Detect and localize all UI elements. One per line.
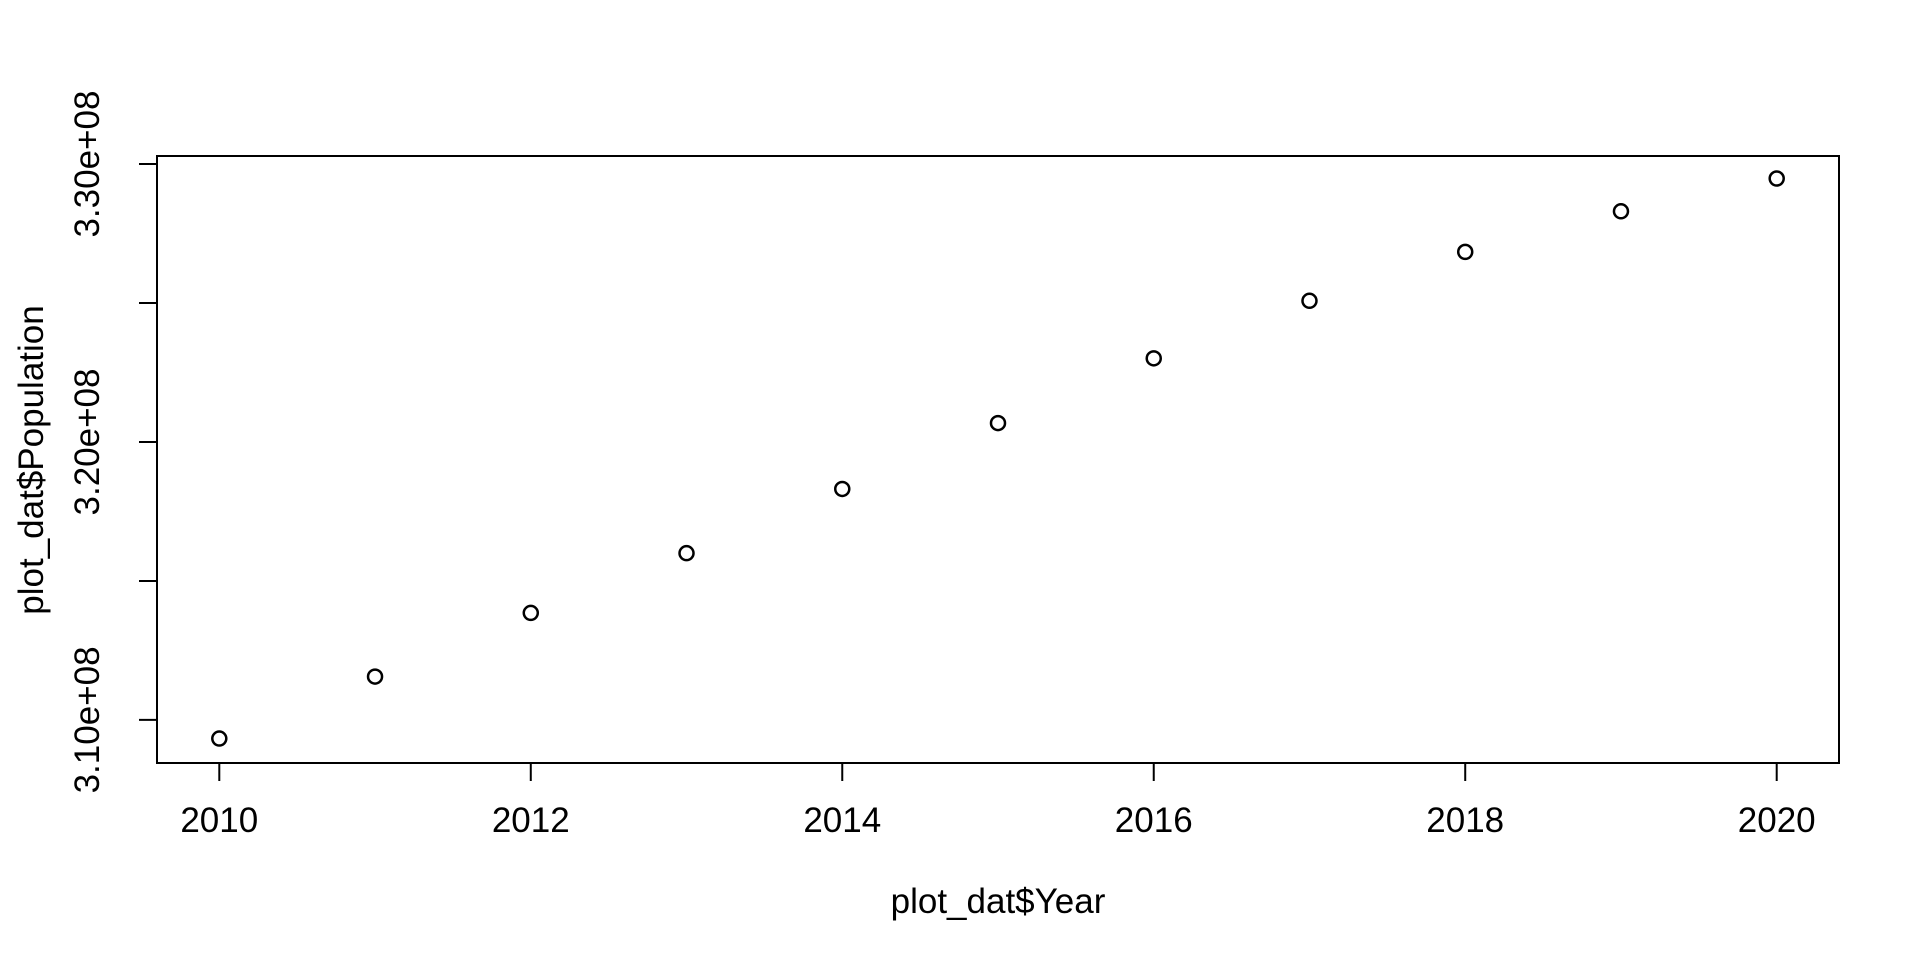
x-axis-title: plot_dat$Year — [891, 882, 1106, 921]
x-tick-label: 2016 — [1115, 801, 1193, 840]
data-point — [989, 414, 1007, 432]
y-axis: 3.10e+08 3.20e+08 3.30e+08 — [68, 91, 157, 793]
x-tick-label: 2018 — [1426, 801, 1504, 840]
data-point — [211, 730, 228, 747]
x-tick-label: 2012 — [492, 801, 570, 840]
y-tick-label: 3.30e+08 — [68, 91, 107, 238]
data-point — [834, 480, 851, 498]
data-point — [1768, 170, 1785, 187]
x-tick-label: 2010 — [180, 801, 258, 840]
data-point — [1145, 350, 1162, 367]
y-tick-label: 3.10e+08 — [68, 646, 107, 793]
data-point — [1456, 243, 1474, 261]
x-axis: 2010 2012 2014 2016 2018 2020 — [180, 763, 1816, 840]
data-point — [522, 604, 540, 622]
data-point — [366, 668, 384, 685]
data-points — [211, 170, 1785, 747]
y-axis-title: plot_dat$Population — [12, 305, 51, 614]
data-point — [1301, 292, 1318, 310]
plot-area-border — [156, 155, 1840, 764]
x-tick-label: 2014 — [803, 801, 881, 840]
x-tick-label: 2020 — [1738, 801, 1816, 840]
data-point — [678, 544, 695, 562]
data-point — [1612, 203, 1630, 220]
y-tick-label: 3.20e+08 — [68, 369, 107, 516]
